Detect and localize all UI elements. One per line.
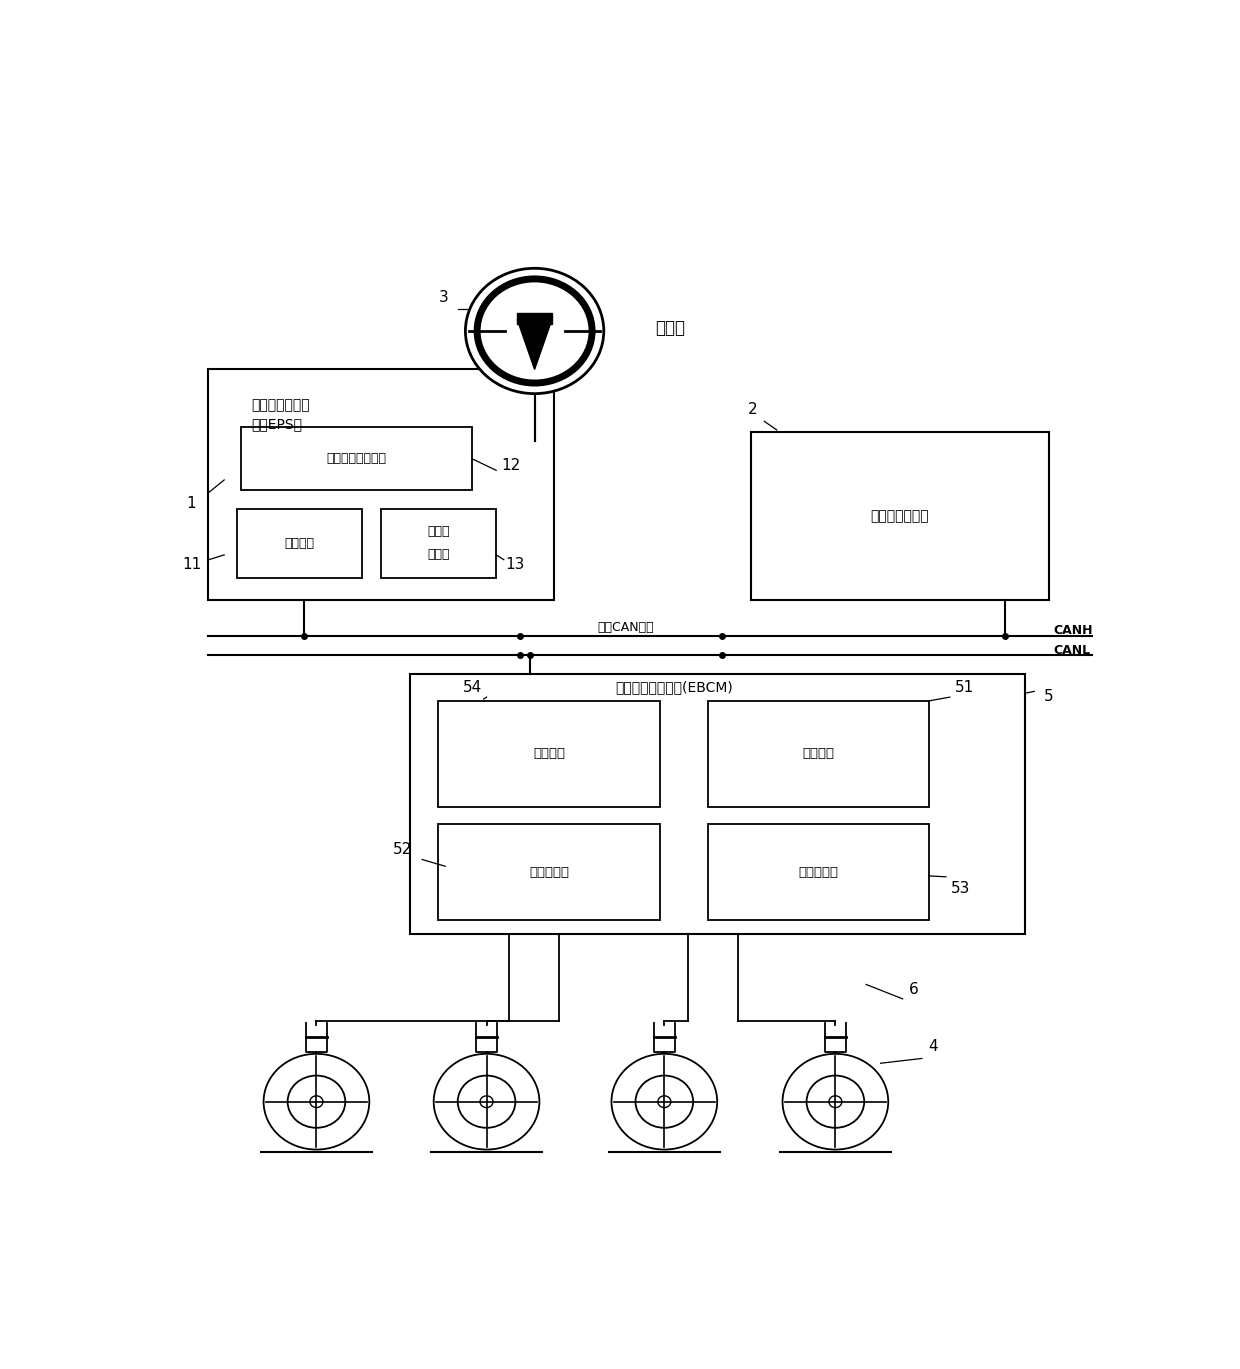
Bar (409, 674, 1024, 934)
Text: 54: 54 (463, 680, 482, 695)
Ellipse shape (288, 1076, 345, 1128)
Text: CANH: CANH (1054, 624, 1092, 638)
Ellipse shape (458, 1076, 516, 1128)
Ellipse shape (465, 268, 604, 394)
Ellipse shape (477, 279, 591, 383)
Ellipse shape (635, 1076, 693, 1128)
Bar (242, 427, 472, 490)
Text: 52: 52 (393, 842, 413, 857)
Ellipse shape (806, 1076, 864, 1128)
Text: 压力传感器: 压力传感器 (799, 865, 838, 879)
Text: 12: 12 (501, 459, 521, 474)
Text: 电子制动控制模块(EBCM): 电子制动控制模块(EBCM) (615, 680, 733, 694)
Text: 整车CAN总线: 整车CAN总线 (598, 622, 655, 634)
Text: CANL: CANL (1054, 643, 1091, 657)
Ellipse shape (782, 1054, 888, 1150)
Text: 电子助力转向模: 电子助力转向模 (250, 398, 310, 412)
Bar (708, 824, 929, 920)
Text: 2: 2 (748, 402, 758, 418)
Text: 电机和泵: 电机和泵 (802, 747, 835, 760)
Bar (439, 824, 660, 920)
Text: 方向盘转角传感器: 方向盘转角传感器 (327, 452, 387, 465)
Text: 力单元: 力单元 (428, 549, 450, 561)
Bar (708, 701, 929, 806)
Text: 电控单元: 电控单元 (533, 747, 565, 760)
Ellipse shape (310, 1095, 322, 1108)
Polygon shape (517, 319, 552, 370)
Bar (517, 314, 552, 324)
Bar (237, 509, 362, 578)
Text: 51: 51 (955, 680, 973, 695)
Ellipse shape (480, 1095, 494, 1108)
Text: 3: 3 (439, 290, 448, 305)
Text: 线性电磁阀: 线性电磁阀 (529, 865, 569, 879)
Ellipse shape (264, 1054, 370, 1150)
Text: 车身惯性传感器: 车身惯性传感器 (870, 509, 929, 523)
Ellipse shape (828, 1095, 842, 1108)
Text: 13: 13 (506, 557, 525, 572)
Ellipse shape (658, 1095, 671, 1108)
Text: 5: 5 (1044, 689, 1054, 704)
Text: 6: 6 (909, 982, 919, 997)
Bar (208, 370, 554, 600)
Text: 方向盘: 方向盘 (655, 319, 684, 337)
Bar (439, 701, 660, 806)
Text: 4: 4 (929, 1039, 939, 1054)
Text: 电控单元: 电控单元 (284, 537, 314, 550)
Ellipse shape (434, 1054, 539, 1150)
Bar (751, 431, 1049, 600)
Bar (381, 509, 496, 578)
Text: 53: 53 (951, 880, 970, 895)
Ellipse shape (611, 1054, 717, 1150)
Text: 1: 1 (187, 497, 196, 512)
Text: 块（EPS）: 块（EPS） (250, 418, 303, 431)
Text: 11: 11 (182, 557, 201, 572)
Text: 电机助: 电机助 (428, 526, 450, 538)
